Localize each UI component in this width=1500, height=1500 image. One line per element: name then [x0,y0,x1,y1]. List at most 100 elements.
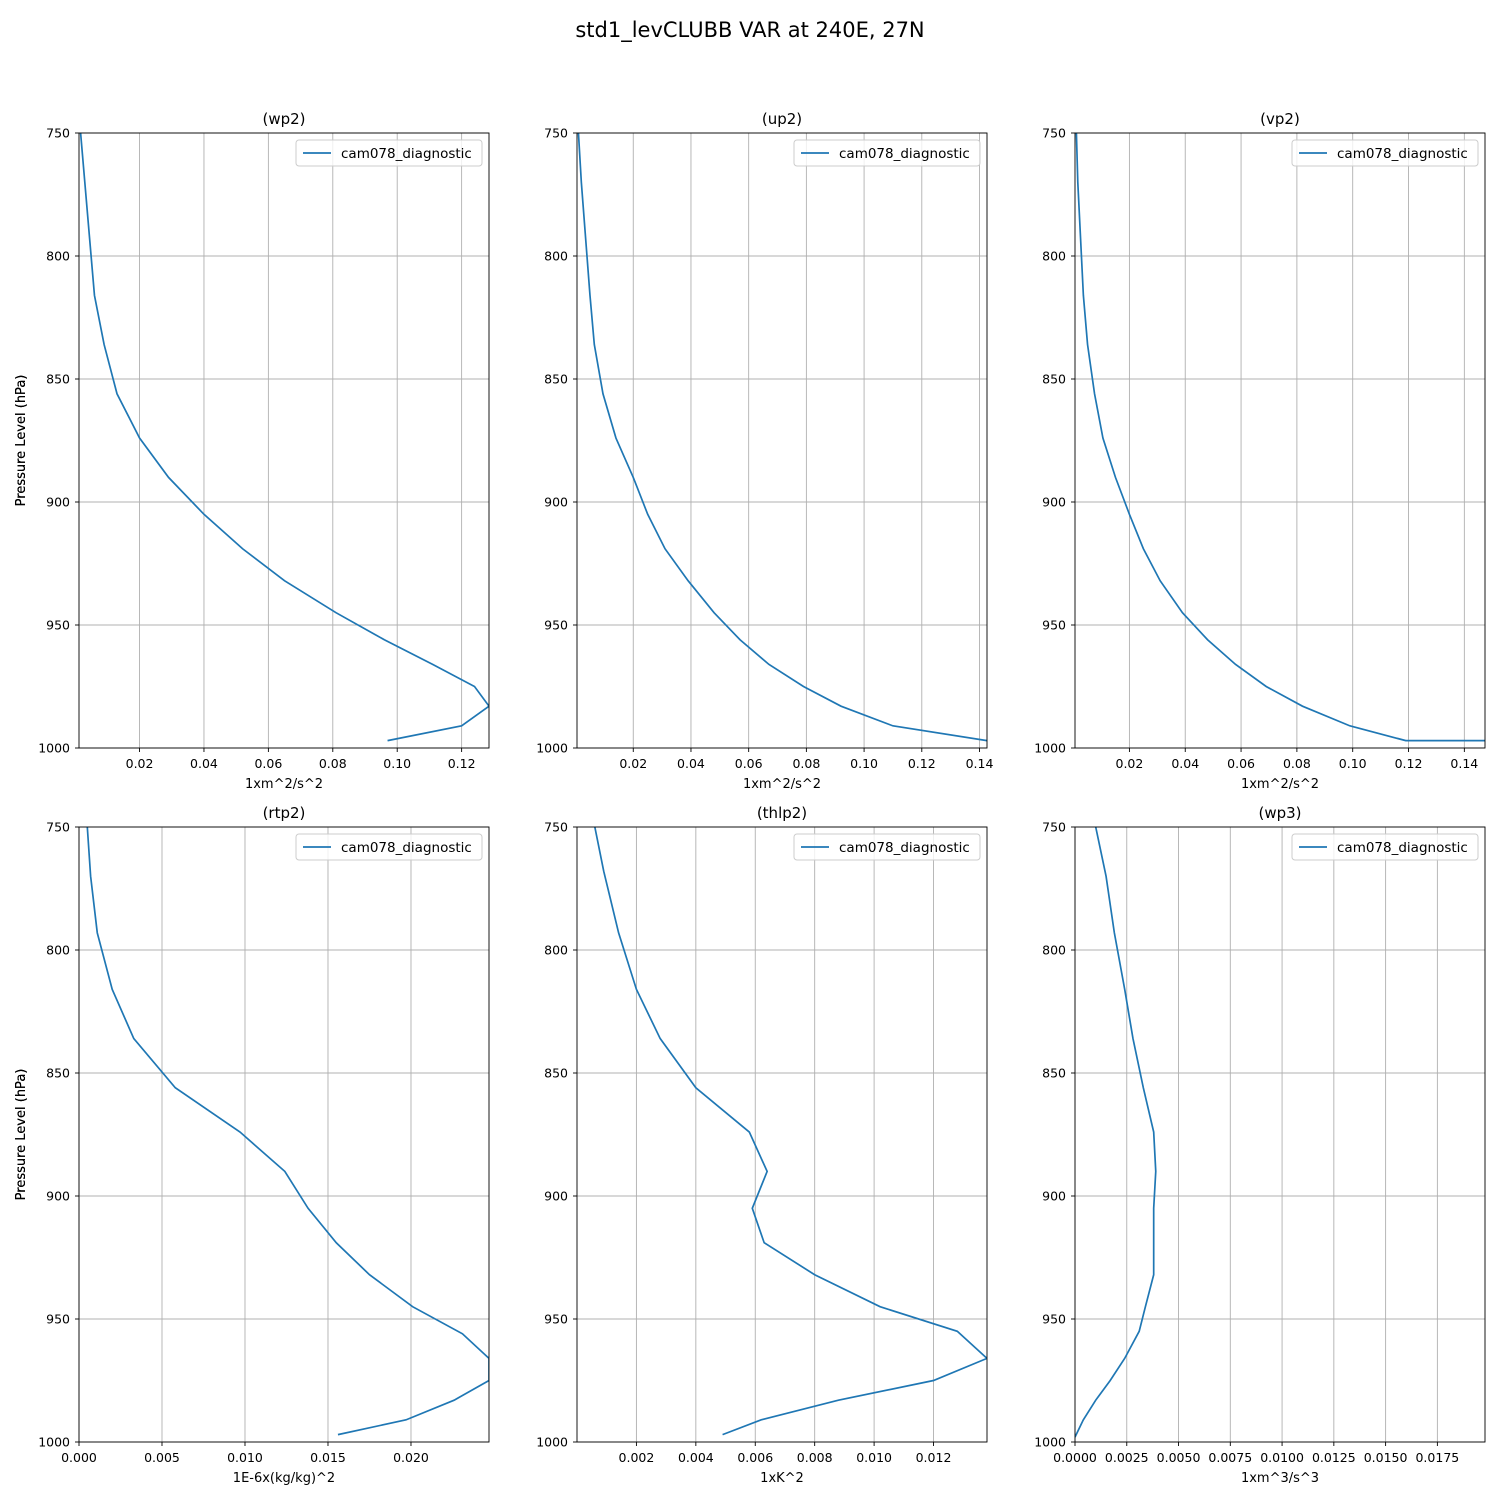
legend-label: cam078_diagnostic [341,840,472,856]
x-tick-label: 0.06 [254,756,282,771]
chart-panel-1: 0.02 0.04 0.06 0.08 0.10 0.12 0.14 750 800 850 900… [14,110,993,792]
x-tick-label: 0.008 [797,1450,833,1465]
y-tick-label: 800 [46,943,70,958]
y-tick-label: 900 [544,1189,568,1204]
x-tick-label: 0.04 [677,756,705,771]
x-tick-label: 0.005 [144,1450,180,1465]
x-axis-label: 1xm^2/s^2 [1241,777,1319,792]
x-tick-label: 0.08 [319,756,347,771]
y-tick-label: 900 [46,495,70,510]
x-axis-label: 1xK^2 [760,1471,804,1486]
x-tick-label: 0.0150 [1364,1450,1408,1465]
y-tick-label: 1000 [38,741,70,756]
series-line-cam078_diagnostic [1075,133,1485,742]
legend-box [1291,139,1479,167]
y-axis-label: Pressure Level (hPa) [14,375,29,507]
chart-panel-2: 0.02 0.04 0.06 0.08 0.10 0.12 0.14 750 800 850 900… [14,110,1486,792]
legend-label: cam078_diagnostic [839,840,970,856]
legend-box [793,833,981,861]
x-tick-label: 0.14 [1450,756,1478,771]
axes-frame [78,826,490,1443]
axes-frame [1074,132,1486,749]
series-line-cam078_diagnostic [577,133,987,742]
y-tick-label: 800 [1042,943,1066,958]
y-tick-label: 900 [46,1189,70,1204]
legend-label: cam078_diagnostic [839,146,970,162]
y-tick-label: 850 [46,372,70,387]
y-tick-label: 1000 [536,741,568,756]
y-tick-label: 850 [46,1066,70,1081]
y-tick-label: 950 [544,618,568,633]
panels: 0.02 0.04 0.06 0.08 0.10 0.12 750 800 850 900 950 1… [14,110,1486,1486]
x-tick-label: 0.020 [393,1450,429,1465]
y-tick-label: 750 [46,126,70,141]
series-line-cam078_diagnostic [593,827,987,1436]
y-tick-label: 850 [544,372,568,387]
y-tick-label: 750 [544,820,568,835]
x-tick-label: 0.015 [310,1450,346,1465]
x-tick-label: 0.002 [619,1450,655,1465]
series-line-cam078_diagnostic [79,133,489,742]
x-tick-label: 0.010 [856,1450,892,1465]
x-tick-label: 0.10 [1339,756,1367,771]
y-axis-label: Pressure Level (hPa) [14,375,29,507]
x-axis-label: 1E-6x(kg/kg)^2 [233,1471,335,1486]
x-tick-label: 0.02 [619,756,647,771]
x-axis-label: 1xm^2/s^2 [245,777,323,792]
y-tick-label: 750 [544,126,568,141]
y-tick-label: 750 [1042,126,1066,141]
x-tick-label: 0.14 [966,756,994,771]
axes-frame [78,132,490,749]
x-tick-label: 0.02 [1116,756,1144,771]
x-tick-label: 0.12 [908,756,936,771]
x-tick-label: 0.08 [792,756,820,771]
x-tick-label: 0.04 [190,756,218,771]
y-tick-label: 1000 [536,1435,568,1450]
axes-frame [1074,826,1486,1443]
panel-title: (up2) [762,110,802,128]
x-tick-label: 0.004 [678,1450,714,1465]
x-tick-label: 0.000 [61,1450,97,1465]
figure-title: std1_levCLUBB VAR at 240E, 27N [575,18,924,43]
y-tick-label: 850 [1042,1066,1066,1081]
legend-box [793,139,981,167]
chart-panel-3: 0.000 0.005 0.010 0.015 0.020 750 800 850 900 950… [14,804,490,1486]
x-tick-label: 0.06 [735,756,763,771]
y-tick-label: 750 [46,820,70,835]
legend-label: cam078_diagnostic [1337,146,1468,162]
x-tick-label: 0.08 [1283,756,1311,771]
panel-title: (rtp2) [263,804,306,822]
panel-title: (wp2) [262,110,305,128]
x-tick-label: 0.04 [1171,756,1199,771]
panel-title: (thlp2) [757,804,807,822]
y-tick-label: 1000 [38,1435,70,1450]
y-tick-label: 900 [1042,1189,1066,1204]
x-tick-label: 0.012 [916,1450,952,1465]
x-axis-label: 1xm^2/s^2 [743,777,821,792]
x-axis-label: 1xm^3/s^3 [1241,1471,1319,1486]
y-tick-label: 1000 [1034,741,1066,756]
legend-box [295,139,483,167]
y-tick-label: 800 [544,249,568,264]
x-tick-label: 0.12 [1395,756,1423,771]
x-tick-label: 0.0000 [1053,1450,1097,1465]
y-tick-label: 950 [1042,1312,1066,1327]
y-axis-label: Pressure Level (hPa) [14,1069,29,1201]
y-axis-label: Pressure Level (hPa) [14,375,29,507]
x-tick-label: 0.0025 [1105,1450,1149,1465]
y-tick-label: 850 [1042,372,1066,387]
legend-box [295,833,483,861]
legend-box [1291,833,1479,861]
x-tick-label: 0.10 [850,756,878,771]
y-tick-label: 900 [1042,495,1066,510]
series-line-cam078_diagnostic [1075,827,1157,1438]
legend-label: cam078_diagnostic [341,146,472,162]
y-tick-label: 800 [1042,249,1066,264]
x-tick-label: 0.06 [1227,756,1255,771]
x-tick-label: 0.0175 [1415,1450,1459,1465]
chart-panel-5: 0.0000 0.0025 0.0050 0.0075 0.0100 0.0125 0.01… [14,804,1486,1486]
x-tick-label: 0.010 [227,1450,263,1465]
y-axis-label: Pressure Level (hPa) [14,1069,29,1201]
